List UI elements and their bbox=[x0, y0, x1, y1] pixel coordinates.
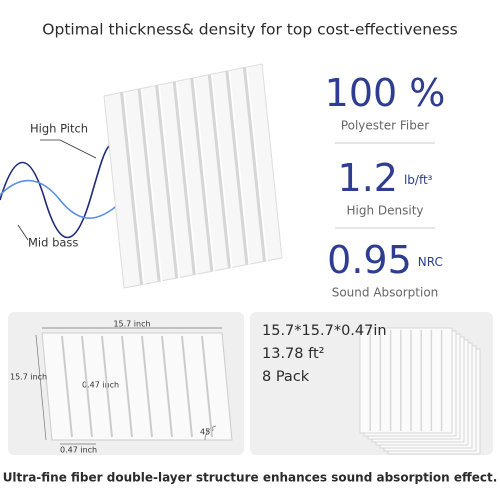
stat-label: Sound Absorption bbox=[332, 286, 439, 300]
stat-number: 100 % bbox=[325, 71, 446, 115]
stat-value: 1.2 lb/ft³ bbox=[338, 156, 433, 200]
pointer bbox=[17, 224, 29, 241]
rib-highlight bbox=[123, 92, 145, 285]
rib-highlight bbox=[211, 74, 233, 269]
stat-unit: NRC bbox=[418, 255, 443, 269]
rib bbox=[120, 92, 144, 285]
angle-arc bbox=[204, 425, 217, 441]
rib bbox=[242, 67, 266, 262]
spec: 15.7*15.7*0.47in bbox=[262, 323, 387, 339]
stat-value: 100 % bbox=[325, 71, 446, 115]
pointer bbox=[59, 139, 97, 159]
rib bbox=[101, 335, 113, 438]
stat-label: Polyester Fiber bbox=[341, 119, 429, 133]
rib bbox=[161, 335, 173, 438]
dim-label: 15.7 inch bbox=[10, 373, 47, 382]
footer: Ultra-fine fiber double-layer structure … bbox=[3, 471, 498, 485]
wave-low bbox=[0, 179, 129, 219]
dim-label: 45° bbox=[200, 428, 214, 437]
panel-image bbox=[103, 63, 283, 289]
stat-label: High Density bbox=[346, 204, 423, 218]
dim-label: 15.7 inch bbox=[113, 320, 150, 329]
stats: 100 % Polyester Fiber 1.2 lb/ft³ High Densit… bbox=[325, 71, 446, 300]
stat-unit: lb/ft³ bbox=[404, 173, 433, 187]
rib bbox=[201, 335, 213, 438]
rib-highlight bbox=[246, 67, 268, 262]
rib bbox=[137, 88, 161, 282]
dimension-diagram: 15.7 inch 15.7 inch 0.47 inch 0.47 inch … bbox=[10, 320, 233, 455]
rib bbox=[141, 335, 153, 438]
stat-value: 0.95 NRC bbox=[327, 238, 443, 282]
spec: 8 Pack bbox=[262, 369, 310, 385]
rib-highlight bbox=[175, 81, 198, 275]
wave-label: Mid bass bbox=[28, 236, 78, 250]
stat-number: 1.2 bbox=[338, 156, 398, 200]
rib bbox=[172, 81, 196, 275]
dim-line bbox=[35, 334, 47, 441]
rib bbox=[225, 70, 249, 265]
rib-highlight bbox=[193, 78, 216, 272]
dim-label: 0.47 inch bbox=[82, 381, 119, 390]
wave-label: High Pitch bbox=[30, 122, 88, 136]
stacked-panel bbox=[359, 327, 453, 434]
rib-highlight bbox=[158, 85, 180, 279]
stat-number: 0.95 bbox=[327, 238, 412, 282]
rib bbox=[207, 74, 231, 269]
title: Optimal thickness& density for top cost-… bbox=[42, 21, 457, 39]
rib-highlight bbox=[140, 88, 163, 282]
rib-highlight bbox=[228, 71, 251, 265]
rib bbox=[155, 85, 179, 279]
dim-label: 0.47 inch bbox=[60, 446, 97, 455]
spec: 13.78 ft² bbox=[262, 346, 324, 362]
rib bbox=[61, 335, 73, 438]
rib bbox=[181, 335, 193, 438]
rib bbox=[121, 335, 133, 438]
rib bbox=[190, 78, 214, 272]
rib bbox=[81, 335, 93, 438]
panel-stack bbox=[359, 327, 481, 455]
